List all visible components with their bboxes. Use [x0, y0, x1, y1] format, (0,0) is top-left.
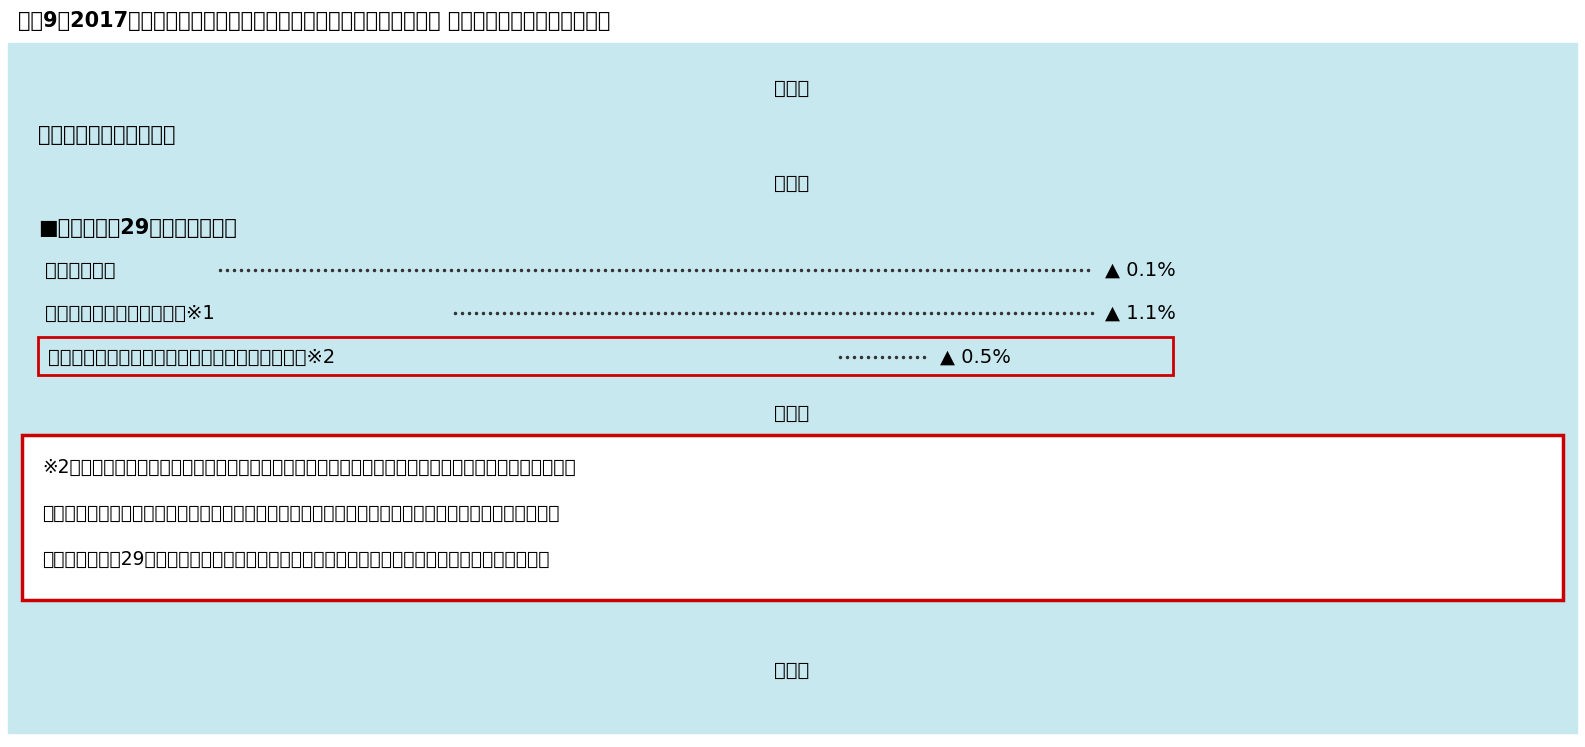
Text: って、平成29年度の年金額改定においては、マクロ経済スライドによる調整は行われません。: って、平成29年度の年金額改定においては、マクロ経済スライドによる調整は行われま… — [41, 550, 550, 568]
Text: ・名目手取り賃金変動率　※1: ・名目手取り賃金変動率 ※1 — [44, 303, 214, 323]
Text: （略）: （略） — [775, 173, 810, 193]
Text: 【年金額の改定ルール】: 【年金額の改定ルール】 — [38, 125, 176, 145]
Text: ・マクロ経済スライドによる「スライド調整率」※2: ・マクロ経済スライドによる「スライド調整率」※2 — [48, 347, 336, 367]
Text: ※2「マクロ経済スライド」とは、現役被保険者の減少と平均余命の伸びに基づいて、スライド調整率が: ※2「マクロ経済スライド」とは、現役被保険者の減少と平均余命の伸びに基づいて、ス… — [41, 457, 575, 477]
Bar — [22, 435, 1563, 600]
Text: ・物価変動率: ・物価変動率 — [44, 261, 116, 279]
Text: 図表9　2017年度の年金額改定に関する厚生労働省のプレスリリース （マクロ経済スライド関連）: 図表9 2017年度の年金額改定に関する厚生労働省のプレスリリース （マクロ経済… — [17, 11, 610, 31]
Bar — [38, 337, 1173, 375]
Text: ▲ 0.5%: ▲ 0.5% — [940, 347, 1011, 367]
Text: ■参考：平成29年度の参考指標: ■参考：平成29年度の参考指標 — [38, 218, 236, 238]
Text: （略）: （略） — [775, 78, 810, 98]
Text: （略）: （略） — [775, 660, 810, 680]
Text: 設定され、その分を賃金や物価の変動がプラスとなる場合に改定率から控除するものです。したが: 設定され、その分を賃金や物価の変動がプラスとなる場合に改定率から控除するものです… — [41, 503, 560, 522]
Bar — [0, 0, 1585, 42]
Text: ▲ 1.1%: ▲ 1.1% — [1105, 303, 1176, 323]
Text: ▲ 0.1%: ▲ 0.1% — [1105, 261, 1176, 279]
Text: （略）: （略） — [775, 403, 810, 423]
